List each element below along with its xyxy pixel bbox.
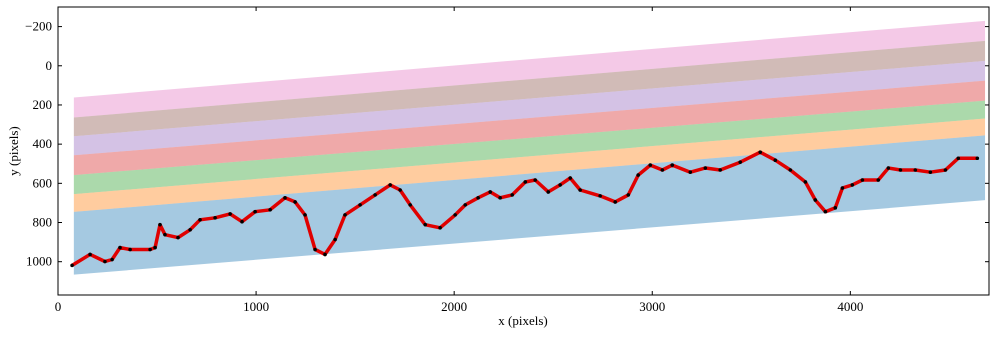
- data-point: [408, 203, 412, 207]
- y-tick-label: 1000: [26, 254, 52, 269]
- data-point: [240, 219, 244, 224]
- data-point: [860, 178, 865, 182]
- y-tick-label: −200: [25, 19, 52, 34]
- data-point: [613, 200, 618, 204]
- data-point: [488, 190, 493, 194]
- data-point: [626, 193, 631, 197]
- data-point: [913, 168, 918, 172]
- data-point: [823, 209, 828, 214]
- data-point: [323, 252, 327, 257]
- data-point: [188, 227, 192, 232]
- data-point: [876, 178, 881, 182]
- data-point: [358, 203, 362, 207]
- data-point: [886, 166, 891, 170]
- y-tick-label: 200: [33, 97, 53, 112]
- data-point: [813, 198, 818, 202]
- x-tick-label: 0: [55, 299, 62, 314]
- data-point: [476, 196, 480, 200]
- data-point: [423, 222, 428, 227]
- data-point: [333, 237, 337, 242]
- data-point: [598, 194, 602, 198]
- data-point: [703, 166, 708, 170]
- band: [73, 100, 986, 195]
- data-point: [738, 160, 743, 164]
- x-tick-label: 4000: [837, 299, 863, 314]
- data-point: [648, 163, 653, 167]
- data-point: [88, 252, 92, 257]
- data-point: [388, 183, 392, 187]
- data-point: [373, 193, 377, 197]
- data-point: [898, 168, 903, 172]
- data-point: [118, 245, 122, 250]
- x-tick-label: 2000: [441, 299, 467, 314]
- data-point: [636, 173, 640, 177]
- band: [73, 60, 986, 156]
- data-point: [670, 163, 675, 167]
- data-point: [578, 188, 582, 192]
- data-point: [758, 150, 763, 154]
- data-point: [398, 188, 402, 192]
- y-tick-label: 800: [33, 215, 53, 230]
- data-point: [928, 170, 933, 174]
- data-point: [128, 247, 132, 252]
- data-point: [148, 247, 152, 252]
- data-point: [293, 200, 297, 204]
- data-point: [163, 232, 167, 237]
- data-point: [510, 193, 515, 197]
- data-point: [176, 235, 180, 240]
- y-tick-label: 400: [33, 136, 53, 151]
- data-point: [268, 207, 272, 212]
- data-point: [568, 176, 573, 180]
- data-point: [463, 203, 468, 207]
- y-tick-label: 600: [33, 175, 53, 190]
- data-point: [688, 170, 693, 174]
- data-point: [110, 257, 114, 262]
- data-point: [956, 156, 961, 161]
- y-axis-label: y (pixels): [6, 126, 21, 175]
- data-point: [523, 180, 528, 184]
- data-point: [313, 247, 317, 252]
- data-point: [533, 178, 537, 182]
- band: [73, 40, 986, 137]
- y-tick-label: 0: [46, 58, 53, 73]
- data-point: [788, 168, 793, 172]
- data-point: [153, 245, 157, 250]
- data-point: [103, 259, 107, 264]
- data-point: [213, 216, 217, 220]
- data-point: [343, 213, 347, 217]
- band: [73, 20, 986, 118]
- data-point: [546, 190, 551, 194]
- data-point: [228, 212, 232, 216]
- data-point: [833, 206, 838, 210]
- data-point: [718, 168, 722, 172]
- data-point: [453, 213, 457, 217]
- data-point: [253, 209, 257, 214]
- data-point: [498, 196, 502, 200]
- data-point: [850, 183, 855, 187]
- x-axis-label: x (pixels): [498, 313, 547, 328]
- data-point: [773, 158, 778, 163]
- data-point: [303, 213, 307, 217]
- data-point: [438, 226, 442, 230]
- x-tick-label: 1000: [243, 299, 269, 314]
- data-point: [803, 180, 808, 184]
- x-tick-label: 3000: [639, 299, 665, 314]
- band: [73, 118, 986, 212]
- data-point: [198, 217, 202, 222]
- data-point: [943, 168, 948, 172]
- data-point: [558, 183, 562, 187]
- band: [73, 135, 986, 275]
- data-point: [975, 156, 980, 161]
- data-point: [660, 168, 665, 172]
- data-point: [840, 186, 845, 190]
- band: [73, 80, 986, 176]
- data-point: [283, 196, 287, 200]
- data-point: [158, 222, 162, 227]
- data-point: [70, 263, 74, 268]
- plot-frame: [57, 6, 990, 296]
